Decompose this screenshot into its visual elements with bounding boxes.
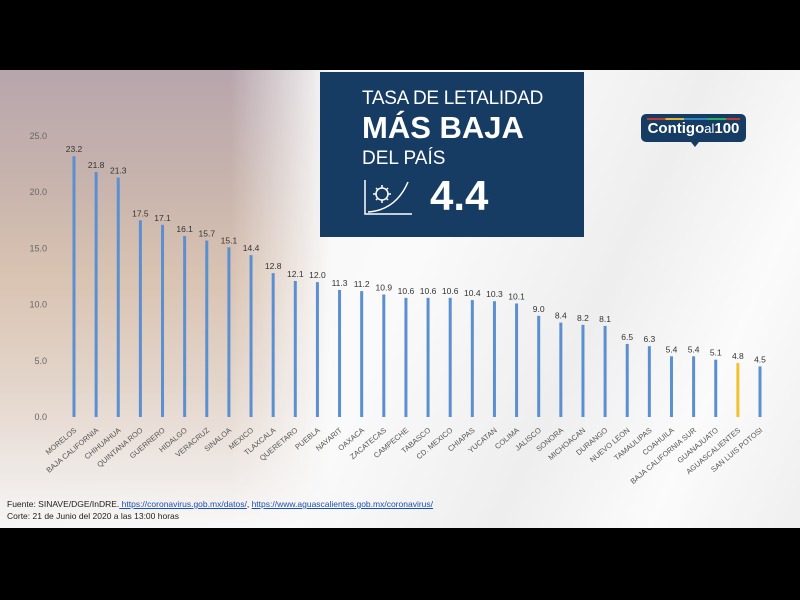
data-label: 10.6 — [442, 286, 459, 296]
contigo-al-100-logo: Contigoal100 — [641, 114, 746, 147]
bar — [448, 297, 452, 417]
bar — [293, 280, 297, 417]
headline-line1: TASA DE LETALIDAD — [362, 88, 544, 109]
data-label: 10.1 — [508, 291, 525, 301]
bar — [404, 297, 408, 417]
bar — [603, 325, 607, 417]
bar — [249, 255, 253, 417]
bar — [714, 359, 718, 417]
data-label: 10.6 — [420, 286, 437, 296]
bar — [338, 289, 342, 417]
bar — [360, 291, 364, 417]
data-label: 11.2 — [354, 279, 370, 289]
headline-panel: TASA DE LETALIDAD MÁS BAJA DEL PAÍS 4.4 — [320, 72, 584, 237]
bar — [72, 156, 76, 417]
bar — [581, 324, 585, 417]
data-label: 6.5 — [621, 332, 633, 342]
data-label: 12.1 — [287, 269, 304, 279]
bar — [116, 177, 120, 417]
bar — [625, 343, 629, 417]
lethality-bar-chart: 0.05.010.015.020.025.023.2MORELOS21.8BAJ… — [29, 131, 766, 486]
bar — [382, 294, 386, 417]
bar — [315, 282, 319, 417]
data-label: 10.4 — [464, 288, 481, 298]
data-label: 5.4 — [666, 344, 678, 354]
virus-growth-chart-icon — [364, 180, 412, 215]
background-photo — [0, 70, 330, 528]
data-label: 9.0 — [533, 304, 545, 314]
lowest-rate-value: 4.4 — [430, 172, 489, 219]
data-label: 5.1 — [710, 348, 722, 358]
source-link-coronavirus[interactable]: https://coronavirus.gob.mx/datos/ — [119, 499, 247, 509]
data-label: 14.4 — [243, 243, 260, 253]
y-tick-label: 15.0 — [29, 243, 47, 253]
y-tick-label: 25.0 — [29, 131, 47, 141]
bar — [271, 273, 275, 417]
data-label: 12.0 — [309, 270, 326, 280]
bar — [537, 315, 541, 417]
source-link-aguascalientes[interactable]: https://www.aguascalientes.gob.mx/corona… — [251, 499, 433, 509]
bar — [94, 171, 98, 417]
slide: 0.0 5.0 10.0 15.0 20.0 25.0 23.2 MORELOS 21.8 BAJ… — [0, 70, 800, 528]
data-label: 23.2 — [66, 144, 83, 154]
data-label: 15.1 — [221, 235, 238, 245]
data-label: 10.9 — [376, 282, 393, 292]
data-label: 8.1 — [599, 314, 611, 324]
data-label: 4.8 — [732, 351, 744, 361]
data-label: 10.6 — [398, 286, 415, 296]
bar — [758, 366, 762, 417]
bar — [492, 301, 496, 417]
headline-line3: DEL PAÍS — [362, 148, 446, 169]
bar — [470, 300, 474, 417]
data-label: 10.3 — [486, 289, 503, 299]
headline-line2: MÁS BAJA — [362, 110, 524, 145]
source-footer: Fuente: SINAVE/DGE/InDRE. https://corona… — [7, 499, 433, 521]
bar — [647, 346, 651, 417]
source-text: Fuente: SINAVE/DGE/InDRE. — [7, 499, 120, 509]
bar — [205, 240, 209, 417]
data-label: 16.1 — [176, 224, 193, 234]
bar — [227, 247, 231, 417]
bar — [559, 322, 563, 417]
data-label: 15.7 — [199, 229, 216, 239]
bar — [736, 363, 740, 417]
data-label: 8.2 — [577, 313, 589, 323]
cutoff-date: Corte: 21 de Junio del 2020 a las 13:00 … — [7, 511, 180, 521]
bar — [183, 236, 187, 417]
data-label: 12.8 — [265, 261, 282, 271]
data-label: 11.3 — [332, 278, 348, 288]
data-label: 17.5 — [132, 208, 149, 218]
data-label: 17.1 — [154, 213, 171, 223]
bar — [515, 303, 519, 417]
bar — [669, 356, 673, 417]
y-tick-label: 10.0 — [29, 300, 47, 310]
y-tick-label: 0.0 — [34, 412, 47, 422]
data-label: 8.4 — [555, 311, 567, 321]
y-tick-label: 20.0 — [29, 187, 47, 197]
data-label: 6.3 — [643, 334, 655, 344]
y-tick-label: 5.0 — [34, 356, 47, 366]
bar — [692, 356, 696, 417]
bar — [161, 224, 165, 417]
data-label: 21.8 — [88, 160, 105, 170]
data-label: 21.3 — [110, 166, 127, 176]
data-label: 4.5 — [754, 354, 766, 364]
bar — [138, 220, 142, 417]
bar — [426, 297, 430, 417]
data-label: 5.4 — [688, 344, 700, 354]
